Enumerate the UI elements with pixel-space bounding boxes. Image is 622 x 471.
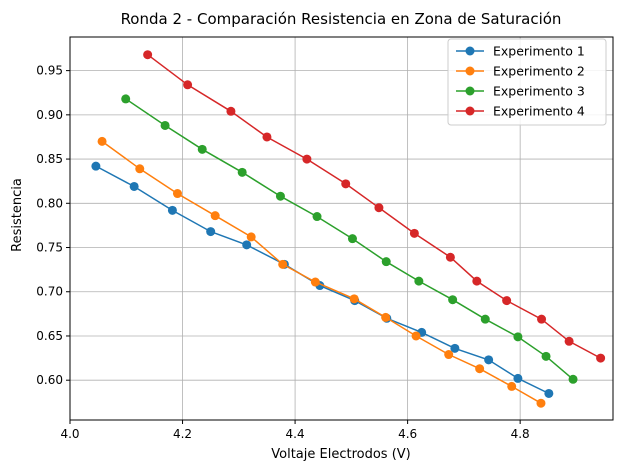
y-tick-label: 0.60 bbox=[36, 373, 63, 387]
data-point bbox=[445, 252, 455, 262]
x-tick-label: 4.4 bbox=[286, 427, 305, 441]
data-point bbox=[262, 132, 272, 142]
data-point bbox=[381, 257, 391, 267]
legend-marker bbox=[465, 46, 475, 56]
series-2 bbox=[97, 136, 546, 408]
data-point bbox=[381, 312, 391, 322]
legend-label: Experimento 1 bbox=[493, 44, 585, 59]
legend-label: Experimento 4 bbox=[493, 104, 585, 119]
data-point bbox=[278, 259, 288, 269]
data-point bbox=[472, 276, 482, 286]
data-point bbox=[310, 277, 320, 287]
legend-label: Experimento 2 bbox=[493, 64, 585, 79]
data-point bbox=[341, 179, 351, 189]
legend-marker bbox=[465, 66, 475, 76]
series-line bbox=[95, 165, 550, 395]
legend-item: Experimento 3 bbox=[456, 84, 585, 99]
data-point bbox=[183, 80, 193, 90]
data-point bbox=[237, 167, 247, 177]
x-tick-label: 4.2 bbox=[173, 427, 192, 441]
data-point bbox=[450, 343, 460, 353]
data-point bbox=[480, 314, 490, 324]
data-point bbox=[537, 314, 547, 324]
y-tick-label: 0.75 bbox=[36, 241, 63, 255]
series-line bbox=[125, 98, 574, 380]
data-point bbox=[129, 181, 139, 191]
legend-box bbox=[447, 38, 607, 126]
data-point bbox=[596, 353, 606, 363]
series-line bbox=[101, 140, 542, 404]
y-tick-label: 0.95 bbox=[36, 64, 63, 78]
data-point bbox=[513, 332, 523, 342]
data-point bbox=[475, 364, 485, 374]
data-point bbox=[275, 191, 285, 201]
x-tick-label: 4.0 bbox=[60, 427, 79, 441]
data-point bbox=[444, 350, 454, 360]
legend-marker bbox=[465, 86, 475, 96]
series-layer bbox=[91, 50, 606, 408]
data-point bbox=[568, 374, 578, 384]
data-point bbox=[121, 94, 131, 104]
legend-item: Experimento 1 bbox=[456, 44, 585, 59]
series-line bbox=[147, 54, 601, 359]
y-tick-label: 0.65 bbox=[36, 329, 63, 343]
data-point bbox=[197, 144, 207, 154]
data-point bbox=[409, 228, 419, 238]
data-point bbox=[349, 294, 359, 304]
legend-item: Experimento 4 bbox=[456, 104, 585, 119]
series-3 bbox=[121, 94, 578, 384]
x-tick-label: 4.8 bbox=[511, 427, 530, 441]
data-point bbox=[513, 373, 523, 383]
data-point bbox=[374, 203, 384, 213]
data-point bbox=[484, 355, 494, 365]
y-tick-label: 0.80 bbox=[36, 196, 63, 210]
data-point bbox=[206, 227, 216, 237]
y-axis-label: Resistencia bbox=[10, 178, 25, 252]
data-point bbox=[167, 205, 177, 215]
grid bbox=[69, 37, 613, 420]
data-point bbox=[160, 120, 170, 130]
axis-ticks: 4.0 4.2 4.4 4.6 4.8 0.60 0.65 0.70 0.75 0.80 0.85 0… bbox=[36, 64, 529, 441]
data-point bbox=[414, 276, 424, 286]
data-point bbox=[246, 232, 256, 242]
legend-item: Experimento 2 bbox=[456, 64, 585, 79]
data-point bbox=[143, 50, 153, 60]
data-point bbox=[541, 351, 551, 361]
data-point bbox=[242, 240, 252, 250]
data-point bbox=[312, 212, 322, 222]
y-tick-label: 0.90 bbox=[36, 108, 63, 122]
data-point bbox=[302, 154, 312, 164]
legend-label: Experimento 3 bbox=[493, 84, 585, 99]
data-point bbox=[536, 398, 546, 408]
legend-marker bbox=[465, 106, 475, 116]
data-point bbox=[226, 106, 236, 116]
data-point bbox=[135, 164, 145, 174]
data-point bbox=[210, 211, 220, 221]
chart-title: Ronda 2 - Comparación Resistencia en Zon… bbox=[121, 10, 562, 28]
legend: Experimento 1 Experimento 2 Experimento 3 E… bbox=[447, 38, 607, 126]
y-tick-label: 0.85 bbox=[36, 152, 63, 166]
data-point bbox=[448, 295, 458, 305]
series-4 bbox=[143, 50, 606, 363]
y-tick-label: 0.70 bbox=[36, 285, 63, 299]
x-tick-label: 4.6 bbox=[398, 427, 417, 441]
data-point bbox=[91, 161, 101, 171]
data-point bbox=[507, 381, 517, 391]
plot-frame bbox=[69, 36, 614, 421]
data-point bbox=[97, 136, 107, 146]
data-point bbox=[544, 388, 554, 398]
data-point bbox=[502, 296, 512, 306]
data-point bbox=[411, 331, 421, 341]
data-point bbox=[172, 189, 182, 199]
x-axis-label: Voltaje Electrodos (V) bbox=[271, 447, 410, 462]
data-point bbox=[347, 234, 357, 244]
data-point bbox=[564, 336, 574, 346]
